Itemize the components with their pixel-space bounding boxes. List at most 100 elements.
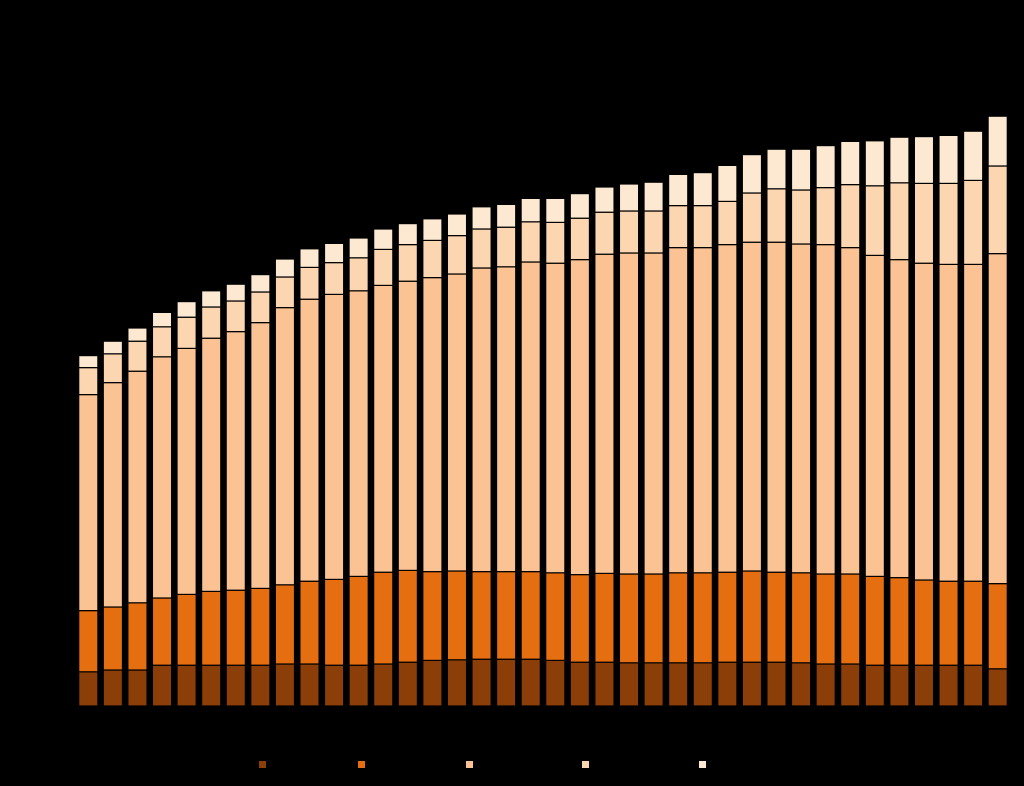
bar-segment-s1-10 [299,663,320,707]
bar-segment-s5-2 [102,340,124,355]
bar-segment-s3-26 [692,247,713,574]
bar-segment-s3-14 [397,280,419,572]
legend-swatch-3 [466,761,473,769]
bar-segment-s2-10 [299,580,320,665]
legend [0,752,1024,772]
bar-segment-s4-35 [913,182,935,264]
bar-segment-s2-21 [569,573,591,663]
bar-segment-s1-3 [127,669,148,707]
bar-segment-s1-23 [618,662,640,707]
bar-segment-s3-4 [151,356,173,599]
bar-segment-s5-6 [201,290,222,308]
bar-segment-s2-17 [471,570,492,660]
legend-item-1 [259,756,266,769]
bar-segment-s4-4 [151,326,173,358]
bar-segment-s3-16 [446,273,468,572]
bar-segment-s5-24 [643,181,664,212]
bar-segment-s4-1 [78,367,99,396]
bar-segment-s4-5 [176,316,197,350]
bar-segment-s2-12 [348,575,369,666]
bar-segment-s3-24 [643,252,664,575]
bar-segment-s4-13 [373,248,394,286]
bar-segment-s3-2 [102,382,124,608]
bar-segment-s5-32 [840,140,861,186]
bar-segment-s5-12 [348,237,369,259]
bar-segment-s5-9 [274,258,296,278]
bar-segment-s1-2 [102,669,124,707]
bar-segment-s5-18 [495,203,517,228]
bar-segment-s1-31 [815,663,836,707]
bar-segment-s1-24 [643,662,664,707]
bar-segment-s2-33 [864,575,885,666]
bar-segment-s2-3 [127,602,148,671]
bar-segment-s4-22 [594,211,615,255]
legend-swatch-4 [582,761,589,769]
bar-segment-s3-20 [545,262,566,574]
bar-segment-s5-27 [717,164,738,202]
bar-segment-s1-22 [594,661,615,707]
bar-segment-s1-17 [471,658,492,707]
bar-segment-s4-8 [250,291,271,324]
bar-segment-s5-22 [594,186,615,213]
bar-segment-s3-37 [962,263,984,582]
bar-segment-s1-5 [176,664,197,707]
bar-segment-s1-9 [274,663,296,707]
bar-segment-s5-11 [323,242,345,264]
bar-segment-s5-14 [397,223,419,246]
bar-segment-s2-23 [618,573,640,664]
bar-segment-s2-35 [913,579,935,666]
bar-segment-s1-27 [717,661,738,707]
bar-segment-s3-8 [250,322,271,589]
bar-segment-s5-10 [299,248,320,269]
bar-segment-s1-25 [667,662,689,707]
bar-segment-s1-11 [323,664,345,707]
bar-segment-s3-5 [176,347,197,595]
bar-segment-s5-16 [446,213,468,237]
bar-segment-s4-30 [790,189,812,245]
bar-segment-s2-16 [446,570,468,661]
bar-segment-s1-6 [201,664,222,707]
bar-segment-s5-31 [815,145,836,189]
bar-segment-s3-9 [274,307,296,586]
bar-segment-s4-18 [495,226,517,268]
bar-segment-s5-35 [913,136,935,185]
bar-segment-s4-12 [348,257,369,292]
legend-item-4 [582,756,589,769]
bar-segment-s5-29 [766,148,787,190]
bar-segment-s4-24 [643,210,664,254]
bar-segment-s1-16 [446,659,468,707]
bar-segment-s2-26 [692,572,713,664]
bar-segment-s3-13 [373,284,394,573]
bar-segment-s3-11 [323,293,345,580]
bar-segment-s4-37 [962,179,984,265]
bar-segment-s3-35 [913,262,935,581]
bar-segment-s4-29 [766,188,787,243]
bar-segment-s3-28 [741,241,763,572]
bar-segment-s4-16 [446,235,468,275]
bar-segment-s5-25 [667,173,689,207]
legend-swatch-1 [259,761,266,769]
bar-segment-s2-32 [840,573,861,665]
bar-segment-s1-38 [987,668,1008,707]
bar-segment-s1-29 [766,661,787,707]
bar-segment-s3-10 [299,298,320,582]
bar-layer [78,115,1008,707]
bar-segment-s1-21 [569,661,591,707]
bar-segment-s2-13 [373,571,394,665]
bar-segment-s3-6 [201,337,222,593]
bar-segment-s4-38 [987,165,1008,255]
bar-segment-s1-34 [889,664,910,707]
bar-segment-s3-38 [987,253,1008,585]
bar-segment-s4-11 [323,262,345,296]
bar-segment-s1-1 [78,671,99,707]
bar-segment-s2-31 [815,573,836,665]
bar-segment-s5-34 [889,136,910,184]
bar-segment-s5-19 [520,197,541,223]
bar-segment-s3-34 [889,259,910,579]
bar-segment-s4-32 [840,184,861,249]
bar-segment-s4-33 [864,185,885,257]
bar-segment-s4-26 [692,205,713,249]
bar-segment-s1-12 [348,664,369,707]
bar-segment-s1-32 [840,663,861,707]
